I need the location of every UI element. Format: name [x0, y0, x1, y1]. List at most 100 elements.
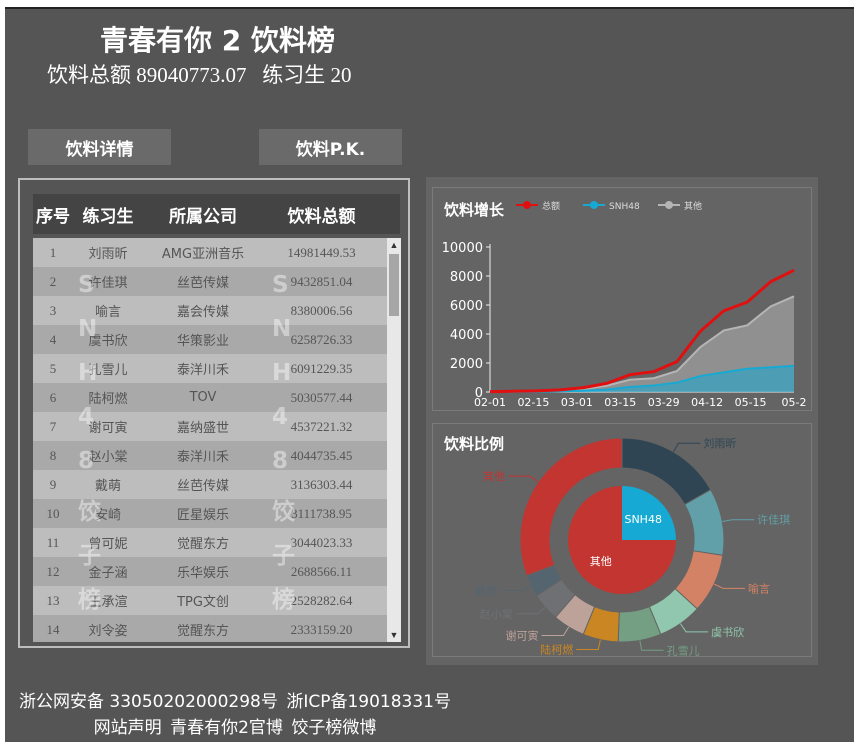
table-row[interactable]: 11 曾可妮 觉醒东方 3044023.33	[33, 528, 400, 557]
legend-label: 总额	[542, 200, 560, 212]
page-title: 青春有你 2 饮料榜	[100, 24, 335, 57]
row-company: 匠星娱乐	[176, 508, 229, 523]
inner-slice	[622, 486, 676, 540]
table-row[interactable]: 10 安崎 匠星娱乐 3111738.95	[33, 499, 400, 528]
total-label: 饮料总额	[47, 63, 131, 87]
official-weibo-link[interactable]: 青春有你2官博	[170, 718, 283, 738]
x-tick-label: 05-2	[782, 396, 807, 409]
row-total: 4044735.45	[290, 447, 353, 463]
y-tick-label: 8000	[450, 270, 483, 285]
table-header: 序号 练习生 所属公司 饮料总额	[33, 194, 400, 234]
statement-link[interactable]: 网站声明	[93, 718, 162, 738]
row-trainee: 戴萌	[94, 479, 121, 494]
table-row[interactable]: 7 谢可寅 嘉纳盛世 4537221.32	[33, 412, 400, 441]
outer-label: 赵小棠	[480, 607, 513, 621]
row-index: 11	[46, 534, 60, 550]
outer-label: 刘雨昕	[703, 437, 736, 450]
row-total: 2333159.20	[290, 621, 353, 637]
beian-police-link[interactable]: 浙公网安备 33050202000298号	[19, 692, 278, 712]
outer-label-line	[507, 475, 539, 483]
trainee-label: 练习生	[262, 63, 326, 87]
col-index: 序号	[36, 206, 70, 227]
table-scrollbar[interactable]: ▲ ▼	[387, 238, 401, 642]
scroll-thumb[interactable]	[389, 254, 399, 316]
detail-tab-button[interactable]: 饮料详情	[28, 129, 171, 165]
table-row[interactable]: 1 刘雨昕 AMG亚洲音乐 14981449.53	[33, 238, 400, 267]
row-company: AMG亚洲音乐	[161, 247, 245, 262]
row-company: 泰洋川禾	[176, 450, 229, 465]
inner-slice	[568, 486, 676, 594]
outer-label-line	[500, 585, 532, 592]
table-body[interactable]: 1 刘雨昕 AMG亚洲音乐 14981449.53 2 许佳琪丝芭传媒 9432851.04…	[33, 238, 400, 642]
growth-chart-box	[432, 187, 812, 411]
table-row[interactable]: 6 陆柯燃 TOV 5030577.44	[33, 383, 400, 412]
row-company: 嘉会传媒	[176, 305, 229, 320]
table-row[interactable]: 9 戴萌 丝芭传媒 3136303.44	[33, 470, 400, 499]
table-row[interactable]: 12 金子涵 乐华娱乐 2688566.11	[33, 557, 400, 586]
outer-label: 孔雪儿	[667, 644, 700, 657]
x-tick-label: 05-15	[735, 396, 767, 409]
legend-marker	[590, 201, 598, 209]
row-company: 嘉纳盛世	[176, 421, 229, 436]
row-company: 丝芭传媒	[176, 479, 229, 494]
x-tick-label: 04-12	[691, 396, 723, 409]
total-value: 89040773.07	[136, 63, 247, 87]
table-row[interactable]: 3 喻言 嘉会传媒 8380006.56	[33, 296, 400, 325]
outer-label: 戴萌	[475, 584, 497, 598]
beian-icp-link[interactable]: 浙ICP备19018331号	[286, 692, 451, 712]
jiaozi-weibo-link[interactable]: 饺子榜微博	[291, 718, 377, 738]
outer-label-line	[672, 442, 701, 453]
row-index: 3	[49, 302, 57, 318]
outer-label-line	[722, 519, 755, 523]
table-row[interactable]: 8 赵小棠 泰洋川禾 4044735.45	[33, 441, 400, 470]
outer-label-line	[515, 606, 546, 615]
y-tick-label: 4000	[450, 328, 483, 343]
trainee-count: 20	[330, 63, 352, 87]
row-trainee: 金子涵	[88, 566, 128, 581]
row-company: TOV	[189, 390, 217, 405]
row-index: 13	[46, 592, 60, 608]
outer-label-line	[679, 623, 709, 633]
table-row[interactable]: 2 许佳琪 丝芭传媒 9432851.04	[33, 267, 400, 296]
table-row[interactable]: 14 刘令姿 觉醒东方 2333159.20	[33, 615, 400, 642]
table-row[interactable]: 13 王承渲 TPG文创 2528282.64	[33, 586, 400, 615]
app-frame: 青春有你 2 饮料榜 饮料总额 89040773.07 练习生 20 饮料详情 …	[5, 7, 854, 742]
scroll-down-icon[interactable]: ▼	[389, 630, 399, 640]
row-total: 3111738.95	[291, 505, 352, 521]
pk-tab-button[interactable]: 饮料P.K.	[259, 129, 402, 165]
summary-line: 饮料总额 89040773.07 练习生 20	[47, 59, 352, 89]
row-company: 华策影业	[176, 334, 229, 349]
y-tick-label: 10000	[442, 241, 483, 256]
ratio-chart-box	[432, 423, 812, 657]
outer-label: 陆柯燃	[540, 642, 573, 656]
legend-label: 其他	[684, 200, 702, 212]
row-trainee: 陆柯燃	[88, 392, 128, 407]
row-total: 3136303.44	[290, 476, 353, 492]
legend-label: SNH48	[609, 202, 640, 212]
row-index: 14	[46, 621, 60, 637]
outer-label-line	[639, 640, 664, 651]
y-tick-label: 0	[475, 386, 483, 401]
row-trainee: 王承渲	[88, 595, 128, 610]
row-trainee: 许佳琪	[88, 276, 128, 291]
y-tick-label: 2000	[450, 357, 483, 372]
outer-slice	[519, 437, 623, 577]
row-total: 9432851.04	[290, 273, 353, 289]
footer-links: 网站声明 青春有你2官博 饺子榜微博	[5, 713, 465, 738]
row-trainee: 曾可妮	[88, 537, 128, 552]
row-index: 5	[49, 360, 57, 376]
table-row[interactable]: 4 虞书欣 华策影业 6258726.33	[33, 325, 400, 354]
row-index: 12	[46, 563, 60, 579]
row-index: 10	[46, 505, 60, 521]
y-tick-label: 6000	[450, 299, 483, 314]
row-total: 8380006.56	[290, 302, 353, 318]
table-row[interactable]: 5 孔雪儿 泰洋川禾 6091229.35	[33, 354, 400, 383]
outer-label-line	[576, 639, 601, 650]
scroll-up-icon[interactable]: ▲	[389, 240, 399, 250]
x-tick-label: 02-01	[474, 396, 506, 409]
row-trainee: 刘令姿	[88, 624, 128, 639]
row-company: 觉醒东方	[176, 537, 229, 552]
row-company: 觉醒东方	[176, 624, 229, 639]
row-index: 2	[49, 273, 57, 289]
